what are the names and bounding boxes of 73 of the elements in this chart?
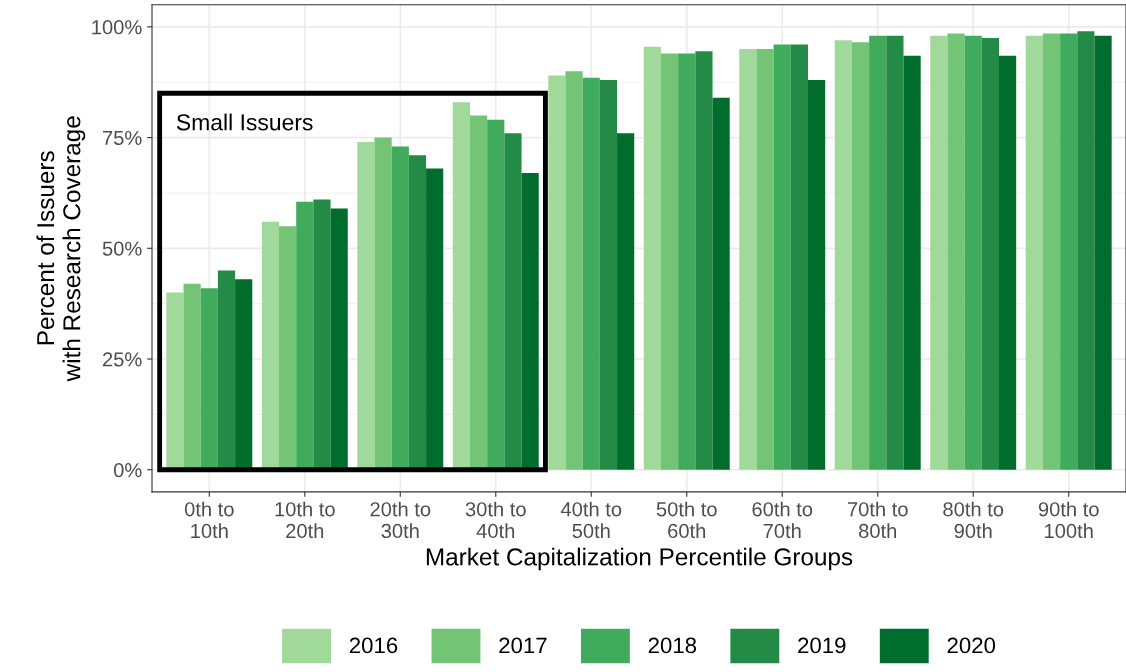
legend-label: 2018: [648, 637, 697, 654]
bar: [851, 42, 870, 470]
bar: [374, 137, 392, 470]
bar: [200, 288, 218, 470]
bar: [426, 168, 444, 470]
bar: [548, 75, 566, 470]
bar: [279, 226, 297, 470]
bar: [643, 46, 661, 470]
bar: [357, 142, 375, 470]
bar: [999, 55, 1017, 470]
y-axis-title: Percent of Issuers with Research Coverage: [36, 116, 86, 382]
bar: [166, 292, 184, 470]
bar: [452, 102, 470, 470]
bar: [886, 35, 904, 470]
bar: [617, 133, 635, 470]
x-tick-label: 60th to 70th: [752, 501, 813, 539]
bar: [834, 40, 852, 470]
x-tick-label: 10th to 20th: [275, 501, 335, 539]
bar: [1077, 31, 1095, 470]
y-tick-label: 100%: [92, 20, 142, 35]
legend-label: 2020: [947, 637, 996, 654]
bar: [313, 199, 331, 470]
bar: [1060, 33, 1078, 470]
bar: [296, 201, 314, 470]
bar: [660, 53, 679, 470]
x-axis-title: Market Capitalization Percentile Groups: [426, 547, 853, 571]
bar: [565, 71, 583, 470]
x-tick-label: 20th to 30th: [370, 501, 431, 539]
y-tick-label: 75%: [103, 130, 142, 146]
bar: [1025, 35, 1043, 470]
bar: [695, 51, 713, 470]
x-tick-label: 40th to 50th: [560, 501, 622, 539]
bar: [869, 35, 887, 470]
bar: [217, 270, 236, 470]
x-tick-label: 0th to 10th: [184, 501, 234, 539]
bar: [808, 80, 826, 470]
bar: [739, 48, 757, 470]
bar: [261, 221, 280, 470]
bar: [487, 119, 505, 470]
y-tick-label: 50%: [102, 241, 142, 256]
bar: [521, 173, 539, 470]
bar: [756, 48, 774, 470]
bar: [678, 53, 696, 470]
bar: [964, 35, 982, 470]
x-tick-label: 30th to 40th: [465, 501, 526, 539]
x-tick-label: 80th to 90th: [943, 501, 1004, 539]
legend-label: 2017: [499, 637, 547, 654]
bar: [947, 33, 965, 470]
y-tick-label: 25%: [102, 352, 142, 367]
bar: [330, 208, 348, 470]
x-tick-label: 70th to 80th: [847, 501, 908, 539]
bar: [183, 283, 201, 470]
legend-label: 2016: [349, 637, 398, 654]
bar: [408, 155, 427, 470]
x-tick-label: 50th to 60th: [656, 501, 717, 539]
bar: [1094, 35, 1112, 470]
bar: [599, 80, 618, 470]
bar: [773, 44, 791, 470]
annotation: Small Issuers: [176, 113, 313, 131]
bar: [903, 55, 921, 470]
bar: [1042, 33, 1061, 470]
bar: [981, 37, 999, 470]
bar: [790, 44, 809, 470]
bar: [930, 35, 948, 470]
bar: [712, 97, 730, 470]
y-tick-label: 0%: [113, 462, 142, 478]
bar: [582, 77, 600, 470]
bar: [504, 133, 522, 470]
bar: [469, 115, 488, 470]
legend-label: 2019: [798, 637, 846, 654]
bar: [235, 279, 253, 470]
x-tick-label: 90th to 100th: [1038, 501, 1099, 539]
bar: [391, 146, 409, 470]
